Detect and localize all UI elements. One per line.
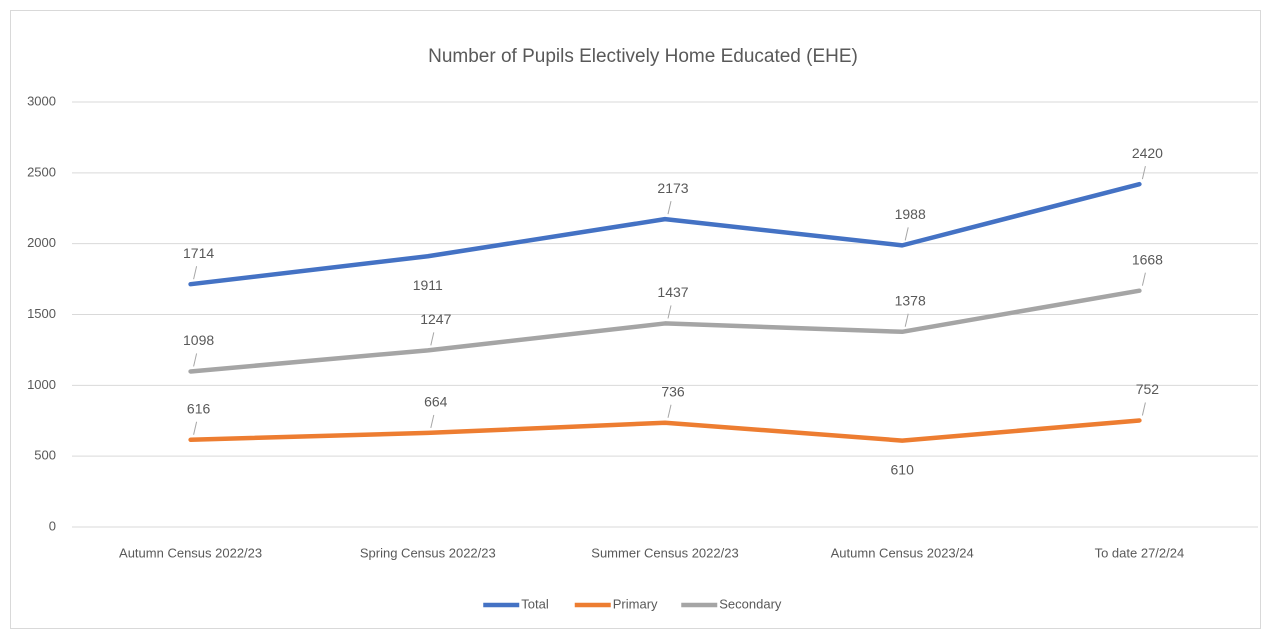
- x-tick-label: Spring Census 2022/23: [360, 545, 496, 560]
- data-label: 1911: [413, 277, 443, 293]
- x-tick-label: Autumn Census 2023/24: [831, 545, 974, 560]
- data-label: 1988: [895, 206, 926, 222]
- x-tick-label: Autumn Census 2022/23: [119, 545, 262, 560]
- series-line: [188, 288, 1142, 374]
- data-label: 610: [891, 461, 915, 477]
- chart-border: [10, 10, 1261, 629]
- y-tick-label: 2000: [27, 235, 56, 250]
- y-tick-label: 2500: [27, 164, 56, 179]
- x-tick-label: Summer Census 2022/23: [591, 545, 738, 560]
- leader-line: [1141, 402, 1146, 416]
- data-label: 1098: [183, 332, 214, 348]
- data-label: 2173: [657, 180, 688, 196]
- data-label: 1437: [657, 284, 688, 300]
- y-tick-label: 0: [49, 518, 56, 533]
- leader-line: [904, 227, 909, 241]
- y-tick-label: 1500: [27, 306, 56, 321]
- leader-line: [904, 313, 909, 327]
- data-label: 752: [1136, 381, 1160, 397]
- chart-title: Number of Pupils Electively Home Educate…: [428, 46, 858, 67]
- data-label: 664: [424, 394, 448, 410]
- legend-label: Primary: [613, 596, 658, 611]
- leader-line: [1141, 272, 1146, 286]
- y-tick-label: 1000: [27, 377, 56, 392]
- data-label: 1378: [895, 292, 926, 308]
- leader-line: [193, 266, 198, 280]
- series-line: [188, 418, 1142, 443]
- leader-line: [1141, 166, 1146, 180]
- leader-line: [430, 414, 435, 429]
- data-label: 1714: [183, 245, 214, 261]
- leader-line: [193, 353, 198, 367]
- data-label: 1247: [420, 311, 451, 327]
- legend-label: Total: [521, 596, 549, 611]
- leader-line: [667, 404, 672, 418]
- x-tick-label: To date 27/2/24: [1095, 545, 1185, 560]
- leader-line: [193, 421, 198, 435]
- data-label: 2420: [1132, 145, 1163, 161]
- y-tick-label: 500: [34, 448, 56, 463]
- data-label: 1668: [1132, 251, 1163, 267]
- leader-line: [667, 305, 672, 319]
- series-line: [188, 181, 1142, 287]
- data-label: 616: [187, 400, 211, 416]
- leader-line: [667, 201, 672, 215]
- y-tick-label: 3000: [27, 93, 56, 108]
- data-label: 736: [661, 383, 685, 399]
- legend-label: Secondary: [719, 596, 782, 611]
- leader-line: [430, 332, 435, 346]
